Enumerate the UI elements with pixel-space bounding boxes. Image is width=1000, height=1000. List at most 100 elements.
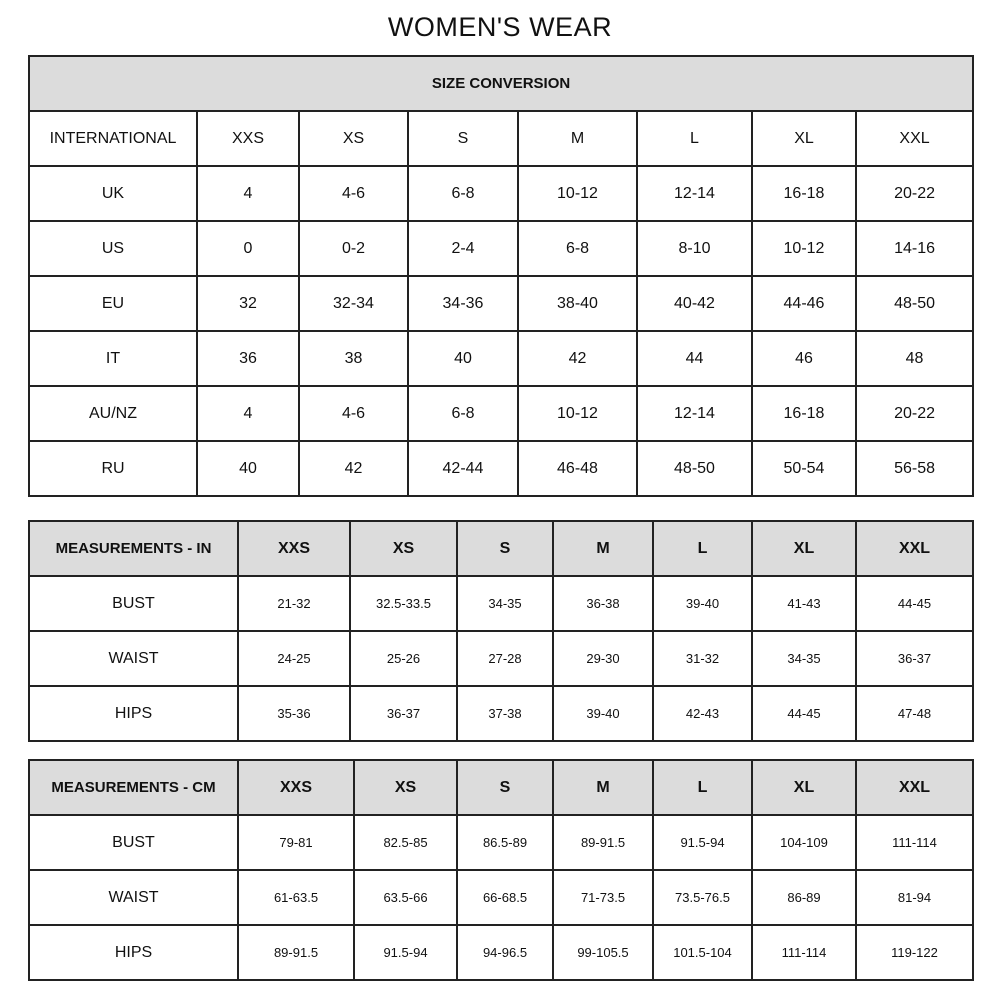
column-header-cell: M [552, 520, 654, 577]
size-row-label: EU [28, 275, 198, 332]
measurement-cell: 41-43 [751, 575, 857, 632]
measurement-cell: 91.5-94 [652, 814, 753, 871]
size-header-cell: XS [298, 110, 409, 167]
measurement-cell: 37-38 [456, 685, 554, 742]
measurement-cell: 25-26 [349, 630, 458, 687]
size-row-cell: 6-8 [407, 385, 519, 442]
table-row: HIPS 89-91.5 91.5-94 94-96.5 99-105.5 101.5-1… [28, 924, 974, 981]
measurement-cell: 21-32 [237, 575, 351, 632]
size-row-cell: 40-42 [636, 275, 753, 332]
measurement-cell: 44-45 [751, 685, 857, 742]
table-row: US 0 0-2 2-4 6-8 8-10 10-12 14-16 [28, 220, 975, 277]
size-row-cell: 20-22 [854, 385, 975, 442]
size-row-cell: 32-34 [298, 275, 409, 332]
measurement-cell: 24-25 [237, 630, 351, 687]
page-title: WOMEN'S WEAR [387, 12, 613, 42]
measurement-cell: 39-40 [652, 575, 753, 632]
size-row-cell: 10-12 [517, 165, 638, 222]
table-row: IT 36 38 40 42 44 46 48 [28, 330, 975, 387]
table-row: AU/NZ 4 4-6 6-8 10-12 12-14 16-18 20-22 [28, 385, 975, 442]
measurement-label: BUST [28, 575, 239, 632]
size-row-cell: 10-12 [751, 220, 857, 277]
size-row-cell: 40 [407, 330, 519, 387]
size-conversion-table: SIZE CONVERSION INTERNATIONAL XXS XS S M L XL X… [27, 55, 975, 497]
size-row-label: US [28, 220, 198, 277]
size-row-cell: 16-18 [751, 385, 857, 442]
measurement-cell: 94-96.5 [456, 924, 554, 981]
column-header-cell: S [456, 759, 554, 816]
size-row-cell: 42-44 [407, 440, 519, 497]
measurement-label: WAIST [28, 869, 239, 926]
measurement-cell: 35-36 [237, 685, 351, 742]
size-row-cell: 14-16 [854, 220, 975, 277]
measurement-cell: 34-35 [751, 630, 857, 687]
measurement-cell: 42-43 [652, 685, 753, 742]
measurement-cell: 39-40 [552, 685, 654, 742]
size-row-cell: 46 [751, 330, 857, 387]
size-row-cell: 44 [636, 330, 753, 387]
column-header-cell: XS [353, 759, 458, 816]
size-row-cell: 12-14 [636, 385, 753, 442]
size-row-cell: 38-40 [517, 275, 638, 332]
measurement-label: HIPS [28, 924, 239, 981]
column-header-cell: L [652, 759, 753, 816]
table-row: HIPS 35-36 36-37 37-38 39-40 42-43 44-45 47-48 [28, 685, 974, 742]
column-header-cell: XXL [855, 520, 974, 577]
measurements-cm-table: MEASUREMENTS - CM XXS XS S M L XL XXL BUST 79-81… [28, 759, 974, 981]
measurement-cell: 36-37 [855, 630, 974, 687]
header-row: MEASUREMENTS - CM XXS XS S M L XL XXL [28, 759, 974, 816]
size-row-cell: 12-14 [636, 165, 753, 222]
column-header-cell: XXS [237, 759, 355, 816]
size-header-cell: XXS [196, 110, 300, 167]
size-header-label: INTERNATIONAL [28, 110, 198, 167]
size-row-cell: 4-6 [298, 165, 409, 222]
size-row-cell: 34-36 [407, 275, 519, 332]
size-row-cell: 20-22 [854, 165, 975, 222]
table-row: EU 32 32-34 34-36 38-40 40-42 44-46 48-50 [28, 275, 975, 332]
column-header-label: MEASUREMENTS - CM [28, 759, 239, 816]
size-row-cell: 4-6 [298, 385, 409, 442]
size-row-label: RU [28, 440, 198, 497]
measurement-cell: 111-114 [855, 814, 974, 871]
size-row-cell: 6-8 [407, 165, 519, 222]
measurement-cell: 36-37 [349, 685, 458, 742]
column-header-cell: XXL [855, 759, 974, 816]
size-row-label: AU/NZ [28, 385, 198, 442]
size-row-cell: 8-10 [636, 220, 753, 277]
size-row-cell: 44-46 [751, 275, 857, 332]
measurement-label: WAIST [28, 630, 239, 687]
measurements-in-table: MEASUREMENTS - IN XXS XS S M L XL XXL BUST 21-32… [28, 520, 974, 742]
column-header-cell: L [652, 520, 753, 577]
size-row-cell: 6-8 [517, 220, 638, 277]
size-row-label: UK [28, 165, 198, 222]
table-row: BUST 79-81 82.5-85 86.5-89 89-91.5 91.5-94 104… [28, 814, 974, 871]
column-header-cell: XXS [237, 520, 351, 577]
measurement-cell: 36-38 [552, 575, 654, 632]
column-header-cell: XS [349, 520, 458, 577]
size-row-cell: 56-58 [854, 440, 975, 497]
measurement-cell: 44-45 [855, 575, 974, 632]
size-header-row: INTERNATIONAL XXS XS S M L XL XXL [28, 110, 975, 167]
size-header-cell: M [517, 110, 638, 167]
size-header-cell: XL [751, 110, 857, 167]
size-header-cell: XXL [854, 110, 975, 167]
measurement-cell: 99-105.5 [552, 924, 654, 981]
size-row-cell: 10-12 [517, 385, 638, 442]
measurement-cell: 111-114 [751, 924, 857, 981]
measurement-cell: 34-35 [456, 575, 554, 632]
size-header-cell: L [636, 110, 753, 167]
column-header-label: MEASUREMENTS - IN [28, 520, 239, 577]
size-row-cell: 48 [854, 330, 975, 387]
table-row: WAIST 61-63.5 63.5-66 66-68.5 71-73.5 73.5-76… [28, 869, 974, 926]
measurement-cell: 101.5-104 [652, 924, 753, 981]
size-row-cell: 48-50 [636, 440, 753, 497]
size-row-cell: 50-54 [751, 440, 857, 497]
table-row: WAIST 24-25 25-26 27-28 29-30 31-32 34-35 36-37 [28, 630, 974, 687]
measurement-label: BUST [28, 814, 239, 871]
size-row-cell: 40 [196, 440, 300, 497]
measurement-cell: 61-63.5 [237, 869, 355, 926]
column-header-cell: S [456, 520, 554, 577]
measurement-cell: 81-94 [855, 869, 974, 926]
size-row-cell: 16-18 [751, 165, 857, 222]
column-header-cell: XL [751, 520, 857, 577]
